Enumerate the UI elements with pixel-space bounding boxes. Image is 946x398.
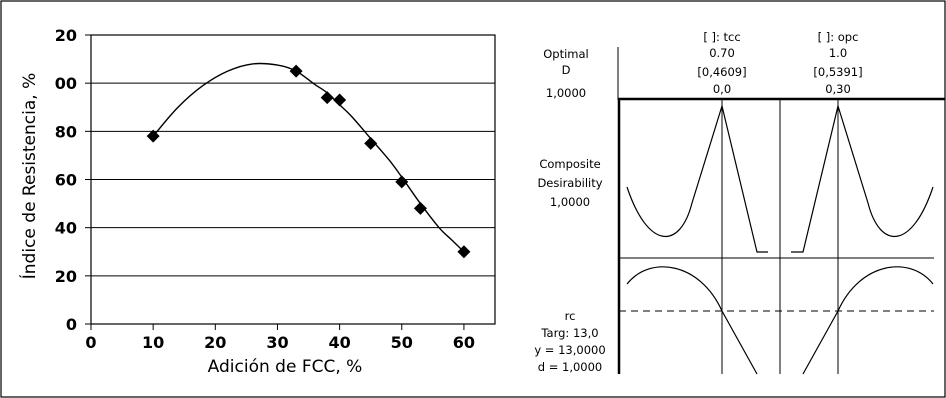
desirability-label-3: 1,0000 (550, 195, 590, 209)
opc-current: [0,5391] (813, 65, 862, 79)
x-axis-title: Adición de FCC, % (208, 357, 363, 377)
tcc-name: [ ]: tcc (703, 30, 740, 44)
opc-low: 0,30 (825, 82, 851, 96)
optimal-d-value: 1,0000 (546, 86, 586, 100)
x-tick-label: 10 (142, 333, 164, 352)
opc-rc-curve (802, 266, 934, 375)
desirability-label-2: Desirability (537, 176, 602, 190)
data-point (320, 91, 334, 105)
x-tick-label: 40 (328, 333, 350, 352)
y-tick-label: 00 (55, 74, 77, 93)
rc-label-4: d = 1,0000 (538, 360, 603, 374)
y-axis-title: Índice de Resistencia, % (18, 73, 40, 279)
y-tick-labels: 0 20 40 60 80 00 20 (55, 26, 91, 334)
x-tick-label: 60 (453, 333, 475, 352)
tcc-desirability-curve (626, 103, 768, 253)
x-tick-label: 50 (391, 333, 413, 352)
resistance-chart: 0 20 40 60 80 00 20 0 10 20 30 40 50 60 Adición de F… (18, 26, 496, 377)
gridlines (91, 82, 495, 277)
x-tick-label: 0 (85, 333, 96, 352)
rc-label-2: Targ: 13,0 (540, 326, 598, 340)
y-tick-label: 40 (55, 219, 77, 238)
x-tick-label: 30 (266, 333, 288, 352)
x-tick-labels: 0 10 20 30 40 50 60 (85, 324, 475, 352)
data-point (413, 201, 427, 215)
rc-label-3: y = 13,0000 (534, 343, 605, 357)
optimal-d-label: D (562, 63, 571, 77)
opc-high: 1.0 (829, 46, 847, 60)
y-tick-label: 20 (55, 26, 77, 45)
y-tick-label: 80 (55, 122, 77, 141)
tcc-high: 0.70 (709, 46, 735, 60)
tcc-low: 0,0 (713, 82, 731, 96)
optimization-plot: Optimal D 1,0000 [ ]: tcc 0.70 [0,4609] … (534, 30, 945, 375)
data-point (457, 245, 471, 259)
optimal-label: Optimal (543, 47, 589, 61)
tcc-current: [0,4609] (697, 65, 746, 79)
rc-label-1: rc (565, 309, 576, 323)
data-point (146, 129, 160, 143)
tcc-rc-curve (626, 266, 758, 375)
data-point (364, 136, 378, 150)
opc-name: [ ]: opc (818, 30, 859, 44)
y-tick-label: 60 (55, 171, 77, 190)
desirability-label-1: Composite (539, 157, 600, 171)
y-tick-label: 20 (55, 267, 77, 286)
y-tick-label: 0 (66, 315, 77, 334)
data-point (289, 64, 303, 78)
data-point (395, 175, 409, 189)
opc-desirability-curve (791, 103, 934, 253)
x-tick-label: 20 (204, 333, 226, 352)
data-point (333, 93, 347, 107)
data-points (146, 64, 471, 259)
